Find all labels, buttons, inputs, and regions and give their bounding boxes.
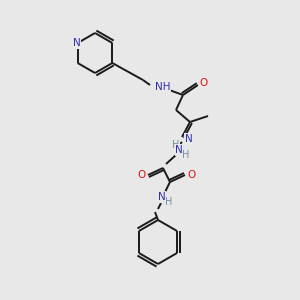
Text: NH: NH [155,82,170,92]
Text: O: O [199,78,207,88]
Text: O: O [187,170,195,180]
Text: N: N [73,38,81,48]
Text: N: N [175,145,183,155]
Text: H: H [165,197,173,207]
Text: N: N [185,134,193,144]
Text: H: H [172,140,180,150]
Text: H: H [182,150,190,160]
Text: N: N [158,192,166,202]
Text: O: O [138,170,146,180]
